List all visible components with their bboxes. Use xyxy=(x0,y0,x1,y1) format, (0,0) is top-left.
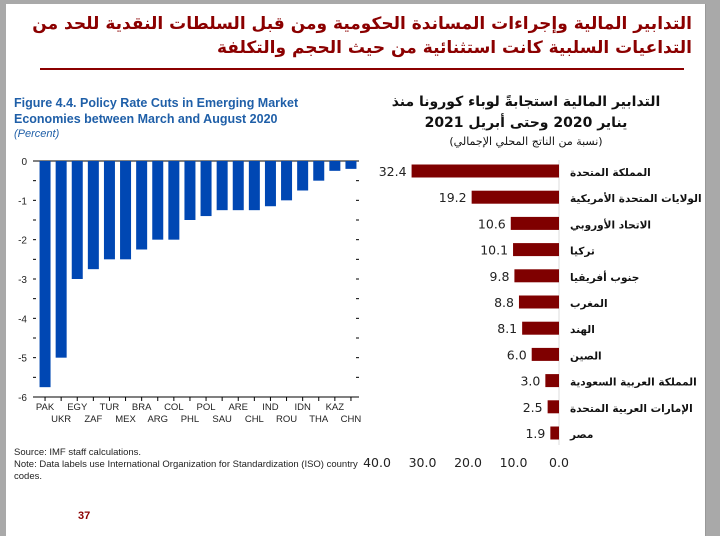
left-chart-unit: (Percent) xyxy=(14,128,60,140)
source-note: Source: IMF staff calculations. xyxy=(14,447,142,458)
slide: التدابير المالية وإجراءات المساندة الحكو… xyxy=(6,4,706,536)
slide-edge xyxy=(705,4,706,536)
right-chart-title: التدابير المالية استجابةً لوباء كورونا م… xyxy=(391,94,661,131)
slide-title: التدابير المالية وإجراءات المساندة الحكو… xyxy=(32,14,692,58)
right-chart-subtitle: (نسبة من الناتج المحلي الإجمالي) xyxy=(449,135,603,148)
left-chart-title: Figure 4.4. Policy Rate Cuts in Emerging… xyxy=(14,96,299,126)
page-number: 37 xyxy=(78,510,91,522)
iso-note: Note: Data labels use International Orga… xyxy=(14,459,358,482)
chart-notes: Source: IMF staff calculations. Note: Da… xyxy=(14,447,364,483)
title-divider xyxy=(40,68,684,70)
